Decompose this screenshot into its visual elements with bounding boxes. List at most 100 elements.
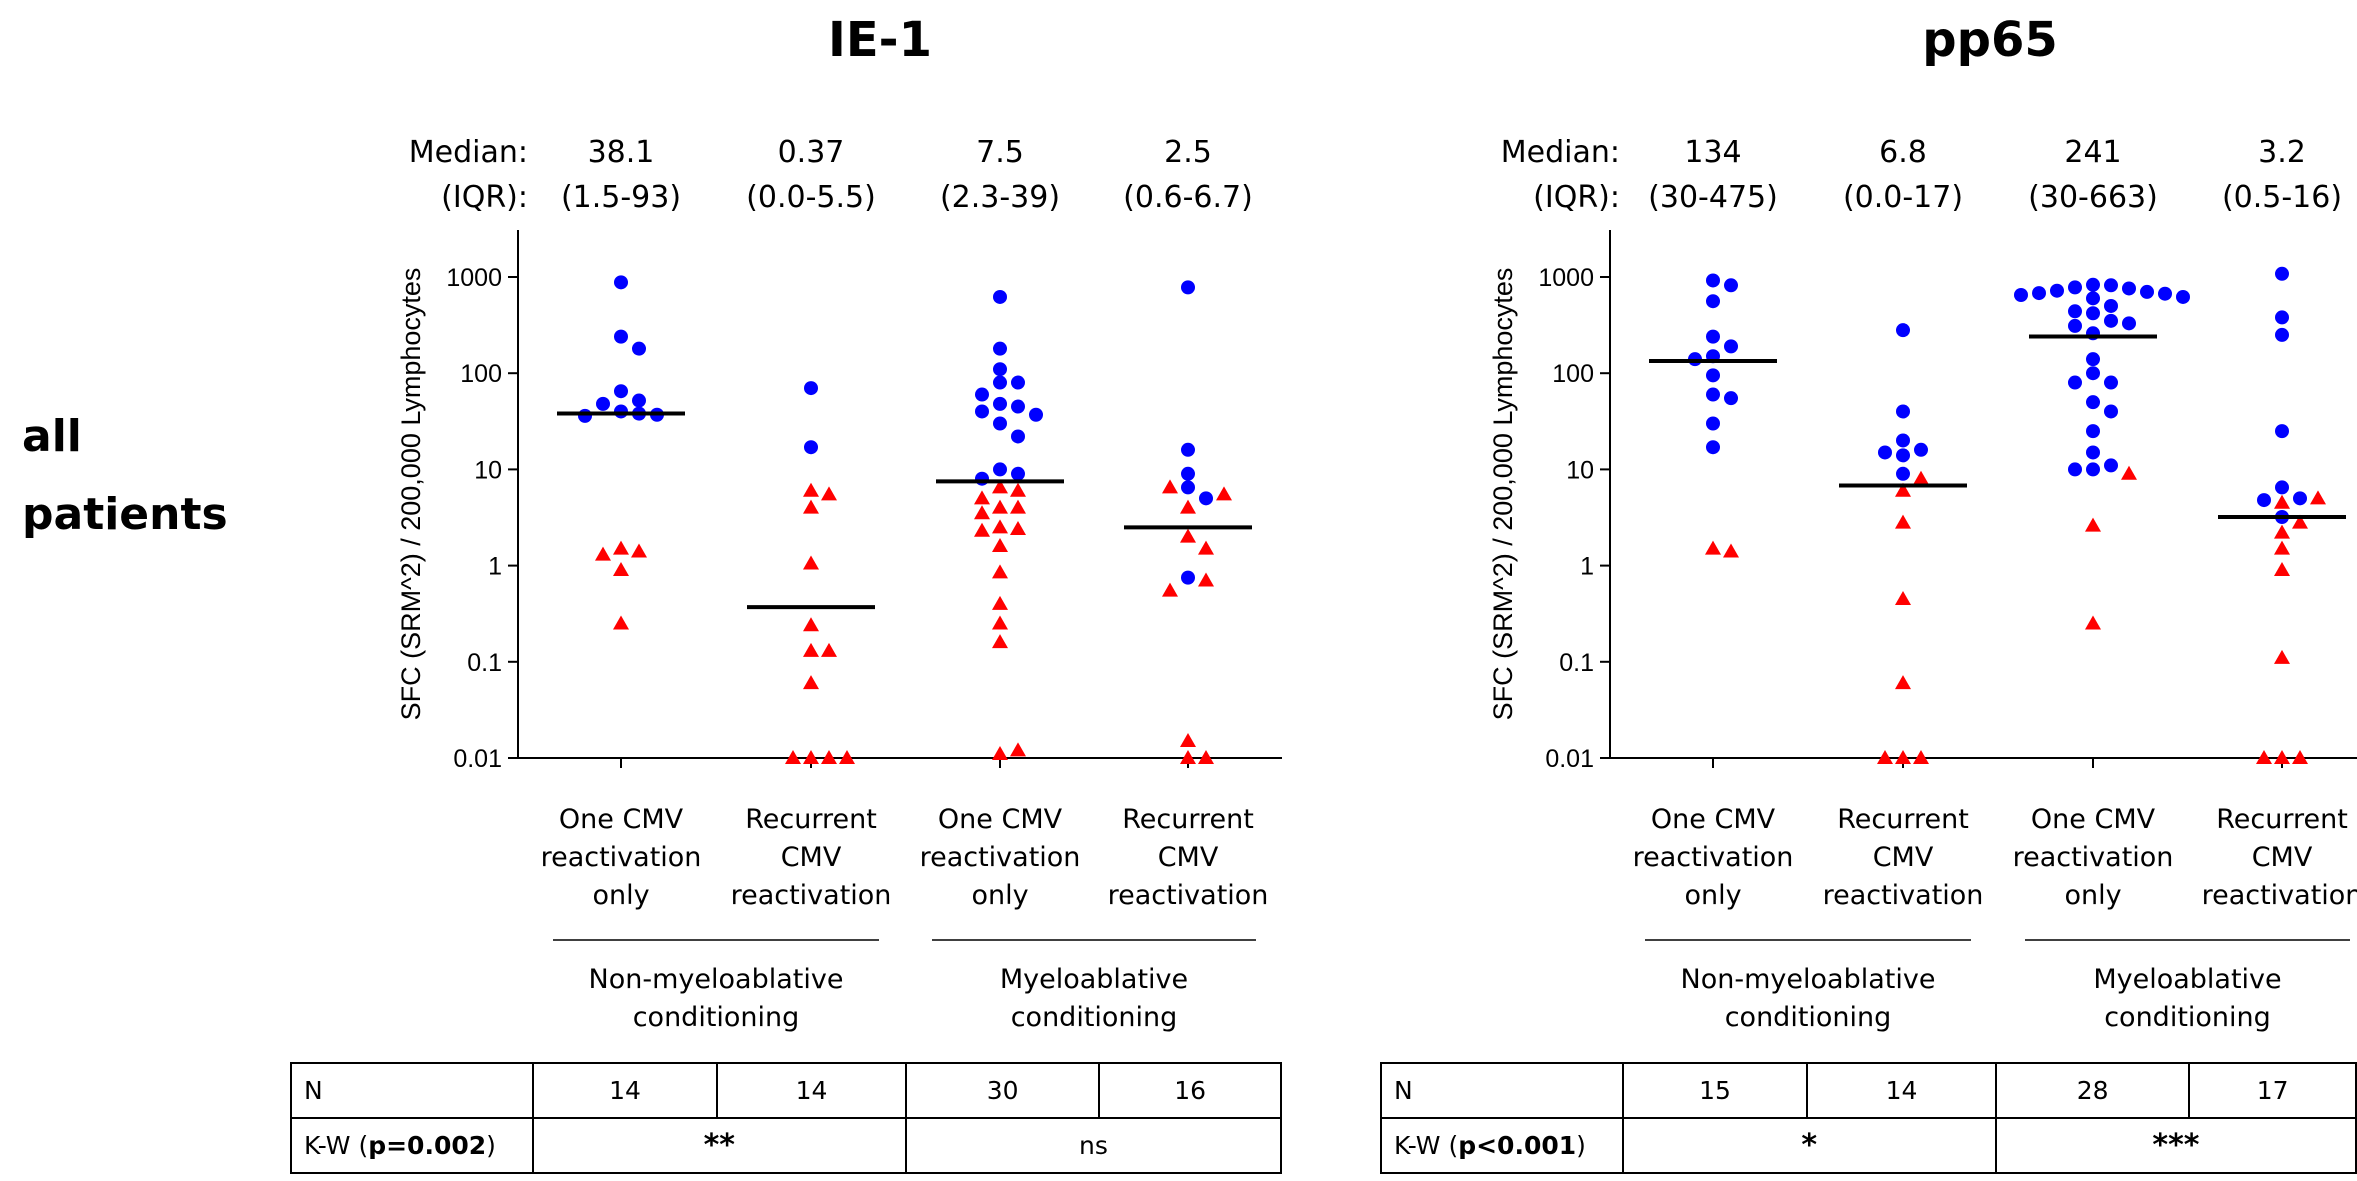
data-point-circle xyxy=(2014,287,2028,302)
data-point-triangle xyxy=(613,540,629,555)
n-value: 15 xyxy=(1621,1062,1809,1119)
data-point-circle xyxy=(2086,424,2100,439)
data-point-triangle xyxy=(613,615,629,630)
category-label: One CMV xyxy=(1651,804,1776,835)
data-point-triangle xyxy=(2274,540,2290,555)
n-value: 14 xyxy=(716,1062,907,1119)
table-row-n: N 14 14 30 16 xyxy=(290,1062,1282,1119)
data-point-circle xyxy=(1896,466,1910,481)
kw-significance: *** xyxy=(1994,1117,2357,1174)
data-point-circle xyxy=(1724,278,1738,293)
data-point-circle xyxy=(975,471,989,486)
category-label: reactivation xyxy=(1633,842,1794,873)
data-point-triangle xyxy=(785,750,801,764)
data-point-triangle xyxy=(803,642,819,657)
category-label: reactivation xyxy=(2202,880,2357,911)
category-label: only xyxy=(1684,880,1741,911)
data-point-circle xyxy=(1706,368,1720,383)
data-point-triangle xyxy=(1895,750,1911,764)
data-point-triangle xyxy=(974,490,990,505)
data-point-triangle xyxy=(2274,524,2290,539)
data-point-circle xyxy=(2104,313,2118,328)
data-point-circle xyxy=(2122,281,2136,296)
y-tick-label: 10 xyxy=(474,456,502,484)
data-point-circle xyxy=(2275,480,2289,495)
data-point-circle xyxy=(2104,278,2118,293)
data-point-circle xyxy=(596,396,610,411)
data-point-circle xyxy=(2275,424,2289,439)
category-label: Recurrent xyxy=(2216,804,2348,835)
data-point-triangle xyxy=(803,750,819,764)
data-point-circle xyxy=(804,440,818,455)
data-point-circle xyxy=(1199,491,1213,506)
data-point-circle xyxy=(614,404,628,419)
chart-panel-ie1: Median: (IQR): 0.01 0.1 1 10 100 1000 SFC (SRM^2… xyxy=(396,135,1282,1033)
category-label: reactivation xyxy=(920,842,1081,873)
data-point-circle xyxy=(2104,458,2118,473)
data-point-circle xyxy=(2275,327,2289,342)
data-point-triangle xyxy=(1198,572,1214,587)
kw-prefix: K-W ( xyxy=(304,1131,369,1160)
data-point-circle xyxy=(2032,286,2046,301)
data-point-triangle xyxy=(992,564,1008,579)
median-header-label: Median: xyxy=(1501,135,1620,170)
data-point-circle xyxy=(1724,391,1738,406)
category-label: only xyxy=(971,880,1028,911)
data-point-circle xyxy=(1011,466,1025,481)
data-point-circle xyxy=(2068,318,2082,333)
data-point-circle xyxy=(2158,286,2172,301)
data-point-circle xyxy=(1896,448,1910,463)
category-label: One CMV xyxy=(938,804,1063,835)
iqr-value: (0.6-6.7) xyxy=(1123,180,1253,215)
data-point-triangle xyxy=(2292,750,2308,764)
data-point-triangle xyxy=(803,499,819,514)
n-label: N xyxy=(290,1062,534,1119)
stats-table-ie1: N 14 14 30 16 K-W (p=0.002) ** ns xyxy=(290,1062,1283,1174)
data-point-circle xyxy=(1011,375,1025,390)
data-point-circle xyxy=(632,393,646,408)
data-point-triangle xyxy=(2085,517,2101,532)
iqr-value: (2.3-39) xyxy=(940,180,1060,215)
data-point-triangle xyxy=(631,543,647,558)
y-tick-label: 1 xyxy=(1580,553,1594,581)
data-point-circle xyxy=(1896,323,1910,338)
median-value: 3.2 xyxy=(2258,135,2306,170)
category-label: One CMV xyxy=(559,804,684,835)
data-point-circle xyxy=(1896,433,1910,448)
data-point-circle xyxy=(1181,570,1195,585)
median-value: 6.8 xyxy=(1879,135,1927,170)
data-point-triangle xyxy=(1895,482,1911,497)
data-point-triangle xyxy=(1180,750,1196,764)
category-label: reactivation xyxy=(1823,880,1984,911)
kw-p-value: p<0.001 xyxy=(1458,1131,1577,1160)
category-label: reactivation xyxy=(731,880,892,911)
chart-panel-pp65: Median: (IQR): 0.01 0.1 1 10 100 1000 SFC (SRM^2… xyxy=(1488,135,2357,1033)
data-point-triangle xyxy=(2256,750,2272,764)
data-point-triangle xyxy=(2121,465,2137,480)
y-tick-label: 10 xyxy=(1566,456,1594,484)
y-tick-label: 100 xyxy=(460,360,502,388)
data-point-triangle xyxy=(2274,750,2290,764)
median-header-label: Median: xyxy=(409,135,528,170)
group-label: conditioning xyxy=(1725,1002,1892,1033)
data-point-triangle xyxy=(1216,486,1232,501)
data-point-circle xyxy=(993,341,1007,356)
data-point-triangle xyxy=(803,675,819,690)
data-point-triangle xyxy=(821,642,837,657)
iqr-value: (0.0-5.5) xyxy=(746,180,876,215)
data-point-circle xyxy=(1029,407,1043,422)
data-point-triangle xyxy=(1913,750,1929,764)
group-label: Non-myeloablative xyxy=(1681,964,1936,995)
data-point-triangle xyxy=(974,505,990,520)
median-value: 38.1 xyxy=(588,135,655,170)
y-axis-label: SFC (SRM^2) / 200,000 Lymphocytes xyxy=(1488,268,1518,721)
data-point-circle xyxy=(2068,304,2082,319)
kw-suffix: ) xyxy=(486,1131,496,1160)
group-label: conditioning xyxy=(2104,1002,2271,1033)
stats-table-pp65: N 15 14 28 17 K-W (p<0.001) * *** xyxy=(1380,1062,2357,1174)
data-point-circle xyxy=(1878,445,1892,460)
data-point-triangle xyxy=(803,555,819,570)
category-label: Recurrent xyxy=(745,804,877,835)
data-point-circle xyxy=(614,275,628,290)
